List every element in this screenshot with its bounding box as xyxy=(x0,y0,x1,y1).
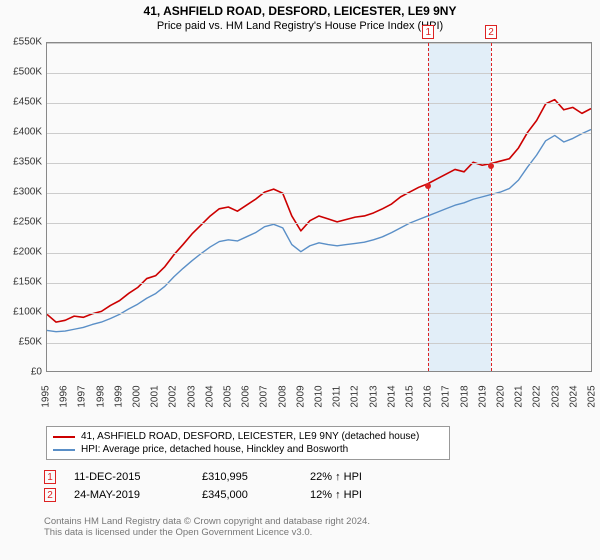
y-tick-label: £250K xyxy=(0,217,42,228)
legend-item: HPI: Average price, detached house, Hinc… xyxy=(53,443,443,456)
x-tick-label: 2015 xyxy=(405,382,416,412)
x-tick-label: 2005 xyxy=(223,382,234,412)
legend: 41, ASHFIELD ROAD, DESFORD, LEICESTER, L… xyxy=(46,426,450,460)
sale-date: 24-MAY-2019 xyxy=(74,489,184,501)
sale-date: 11-DEC-2015 xyxy=(74,471,184,483)
sale-price: £345,000 xyxy=(202,489,292,501)
x-tick-label: 2007 xyxy=(259,382,270,412)
series-svg xyxy=(47,43,591,371)
y-tick-label: £500K xyxy=(0,67,42,78)
x-tick-label: 2011 xyxy=(332,382,343,412)
x-tick-label: 2024 xyxy=(568,382,579,412)
x-tick-label: 2010 xyxy=(314,382,325,412)
chart-title: 41, ASHFIELD ROAD, DESFORD, LEICESTER, L… xyxy=(0,4,600,18)
sales-table: 1 11-DEC-2015 £310,995 22% ↑ HPI 2 24-MA… xyxy=(44,468,400,504)
x-tick-label: 2012 xyxy=(350,382,361,412)
y-tick-label: £350K xyxy=(0,157,42,168)
y-tick-label: £100K xyxy=(0,307,42,318)
x-tick-label: 1996 xyxy=(59,382,70,412)
x-tick-label: 2016 xyxy=(423,382,434,412)
sale-price: £310,995 xyxy=(202,471,292,483)
y-tick-label: £0 xyxy=(0,367,42,378)
attribution: Contains HM Land Registry data © Crown c… xyxy=(44,516,370,538)
x-tick-label: 2018 xyxy=(459,382,470,412)
marker-dot xyxy=(425,183,431,189)
y-tick-label: £550K xyxy=(0,37,42,48)
y-tick-label: £400K xyxy=(0,127,42,138)
x-tick-label: 2023 xyxy=(550,382,561,412)
y-tick-label: £200K xyxy=(0,247,42,258)
legend-swatch xyxy=(53,449,75,451)
chart-subtitle: Price paid vs. HM Land Registry's House … xyxy=(0,20,600,32)
marker-line xyxy=(428,43,429,371)
series-hpi xyxy=(47,129,591,331)
x-tick-label: 2019 xyxy=(477,382,488,412)
legend-label: 41, ASHFIELD ROAD, DESFORD, LEICESTER, L… xyxy=(81,431,419,442)
sale-row: 2 24-MAY-2019 £345,000 12% ↑ HPI xyxy=(44,486,400,504)
x-tick-label: 2025 xyxy=(587,382,598,412)
x-tick-label: 2004 xyxy=(204,382,215,412)
x-tick-label: 2022 xyxy=(532,382,543,412)
x-tick-label: 2020 xyxy=(496,382,507,412)
x-tick-label: 1999 xyxy=(113,382,124,412)
x-tick-label: 2008 xyxy=(277,382,288,412)
marker-line xyxy=(491,43,492,371)
legend-label: HPI: Average price, detached house, Hinc… xyxy=(81,444,348,455)
sale-row: 1 11-DEC-2015 £310,995 22% ↑ HPI xyxy=(44,468,400,486)
x-tick-label: 2000 xyxy=(132,382,143,412)
x-tick-label: 2009 xyxy=(295,382,306,412)
y-tick-label: £150K xyxy=(0,277,42,288)
x-tick-label: 2013 xyxy=(368,382,379,412)
attribution-line: This data is licensed under the Open Gov… xyxy=(44,527,370,538)
x-tick-label: 2017 xyxy=(441,382,452,412)
x-tick-label: 2021 xyxy=(514,382,525,412)
x-tick-label: 2003 xyxy=(186,382,197,412)
legend-item: 41, ASHFIELD ROAD, DESFORD, LEICESTER, L… xyxy=(53,430,443,443)
sale-marker: 1 xyxy=(44,470,56,484)
chart-area: 12 £0 £50K £100K £150K £200K £250K £300K £350K £… xyxy=(0,36,600,416)
x-tick-label: 2002 xyxy=(168,382,179,412)
legend-swatch xyxy=(53,436,75,438)
attribution-line: Contains HM Land Registry data © Crown c… xyxy=(44,516,370,527)
x-tick-label: 2006 xyxy=(241,382,252,412)
marker-number: 2 xyxy=(485,25,497,39)
x-tick-label: 1997 xyxy=(77,382,88,412)
sale-diff: 12% ↑ HPI xyxy=(310,489,400,501)
x-tick-label: 1995 xyxy=(41,382,52,412)
y-tick-label: £450K xyxy=(0,97,42,108)
x-tick-label: 1998 xyxy=(95,382,106,412)
y-tick-label: £50K xyxy=(0,337,42,348)
marker-dot xyxy=(488,163,494,169)
x-tick-label: 2014 xyxy=(386,382,397,412)
plot-region: 12 xyxy=(46,42,592,372)
marker-number: 1 xyxy=(422,25,434,39)
sale-diff: 22% ↑ HPI xyxy=(310,471,400,483)
x-tick-label: 2001 xyxy=(150,382,161,412)
sale-marker: 2 xyxy=(44,488,56,502)
y-tick-label: £300K xyxy=(0,187,42,198)
